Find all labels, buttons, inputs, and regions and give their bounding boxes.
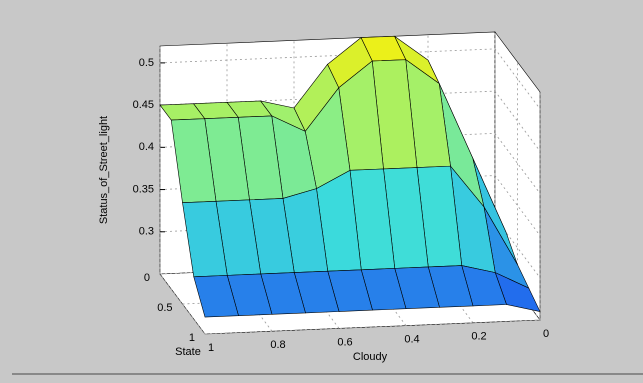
x-tick-label: 0.4 bbox=[404, 334, 419, 346]
grid-line bbox=[159, 90, 541, 152]
z-tick-label: 0.45 bbox=[133, 99, 154, 111]
x-tick-label: 0.8 bbox=[270, 339, 285, 351]
z-axis-label: Status_of_Street_light bbox=[98, 116, 110, 224]
x-tick-label: 0.2 bbox=[471, 331, 486, 343]
x-tick-label: 0.6 bbox=[337, 336, 352, 348]
x-tick-label: 0 bbox=[543, 328, 549, 340]
z-tick-label: 0.3 bbox=[139, 226, 154, 238]
y-axis-label: State bbox=[175, 346, 201, 358]
grid-line bbox=[204, 92, 541, 335]
z-tick-label: 0.35 bbox=[133, 183, 154, 195]
y-tick-label: 0.5 bbox=[157, 302, 172, 314]
x-axis-label: Cloudy bbox=[353, 351, 388, 363]
surface-patch bbox=[193, 275, 239, 318]
z-tick-label: 0.4 bbox=[139, 141, 154, 153]
x-tick-label: 1 bbox=[208, 342, 214, 354]
z-tick-label: 0.5 bbox=[139, 57, 154, 69]
y-tick-label: 1 bbox=[189, 332, 195, 344]
y-tick-label: 0 bbox=[144, 272, 150, 284]
